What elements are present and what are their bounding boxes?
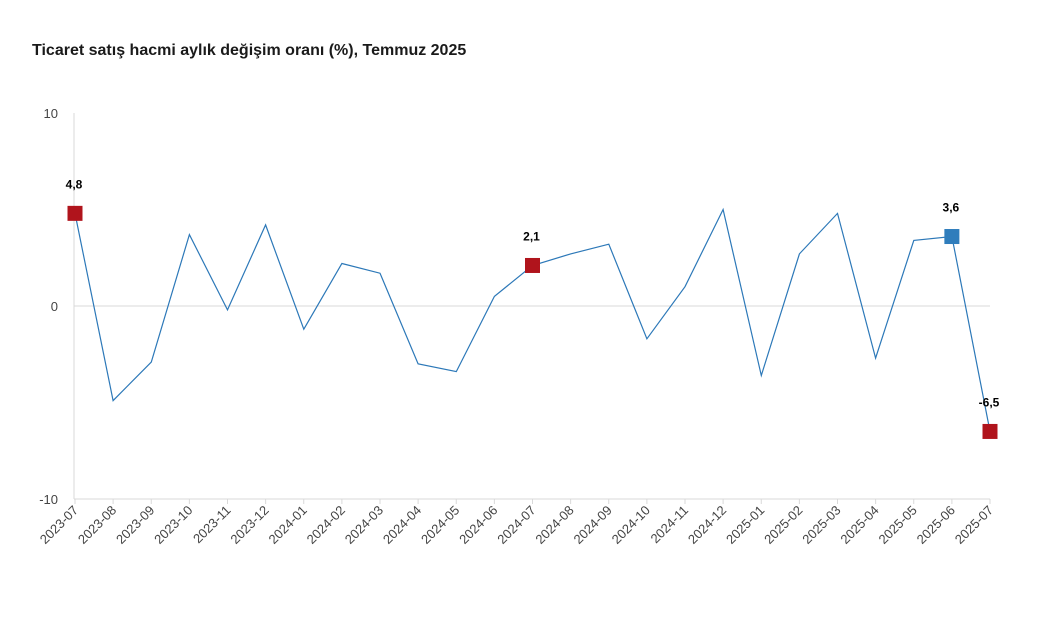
x-tick-label: 2025-04 [837,503,881,547]
chart-title: Ticaret satış hacmi aylık değişim oranı … [32,42,467,59]
data-point-marker[interactable] [525,257,540,273]
x-tick-label: 2025-07 [952,503,996,547]
x-tick-label: 2023-09 [113,503,157,547]
x-tick-label: 2025-01 [723,503,767,547]
x-tick-label: 2023-07 [37,503,81,547]
x-tick-label: 2024-02 [304,503,348,547]
x-tick-label: 2024-10 [609,503,653,547]
x-tick-label: 2024-05 [418,503,462,547]
x-tick-label: 2024-07 [494,503,538,547]
y-tick-label: -10 [39,492,58,507]
x-tick-label: 2025-06 [914,503,958,547]
data-point-marker[interactable] [944,229,960,245]
data-point-marker[interactable] [982,423,998,439]
x-tick-label: 2024-04 [380,503,424,547]
x-tick-label: 2025-05 [876,503,920,547]
x-tick-label: 2024-11 [647,503,691,547]
x-tick-label: 2023-08 [75,503,119,547]
data-label: 2,1 [523,229,540,243]
x-tick-label: 2023-12 [227,503,271,547]
x-tick-label: 2024-12 [685,503,729,547]
x-tick-label: 2023-10 [151,503,195,547]
x-tick-label: 2024-03 [342,503,386,547]
data-label: 3,6 [943,201,960,215]
x-tick-label: 2024-06 [456,503,500,547]
chart-markers: 4,8 2,1 3,6 -6,5 [66,177,1000,439]
chart-axes: -100102023-072023-082023-092023-102023-1… [37,106,996,547]
y-tick-label: 0 [51,299,58,314]
x-tick-label: 2024-08 [532,503,576,547]
x-tick-label: 2025-03 [799,503,843,547]
x-tick-label: 2023-11 [190,503,234,547]
data-label: -6,5 [979,395,1000,409]
data-point-marker[interactable] [67,205,83,221]
data-label: 4,8 [66,177,83,191]
x-tick-label: 2024-09 [571,503,615,547]
x-tick-label: 2025-02 [761,503,805,547]
x-tick-label: 2024-01 [266,503,310,547]
y-tick-label: 10 [44,106,58,121]
